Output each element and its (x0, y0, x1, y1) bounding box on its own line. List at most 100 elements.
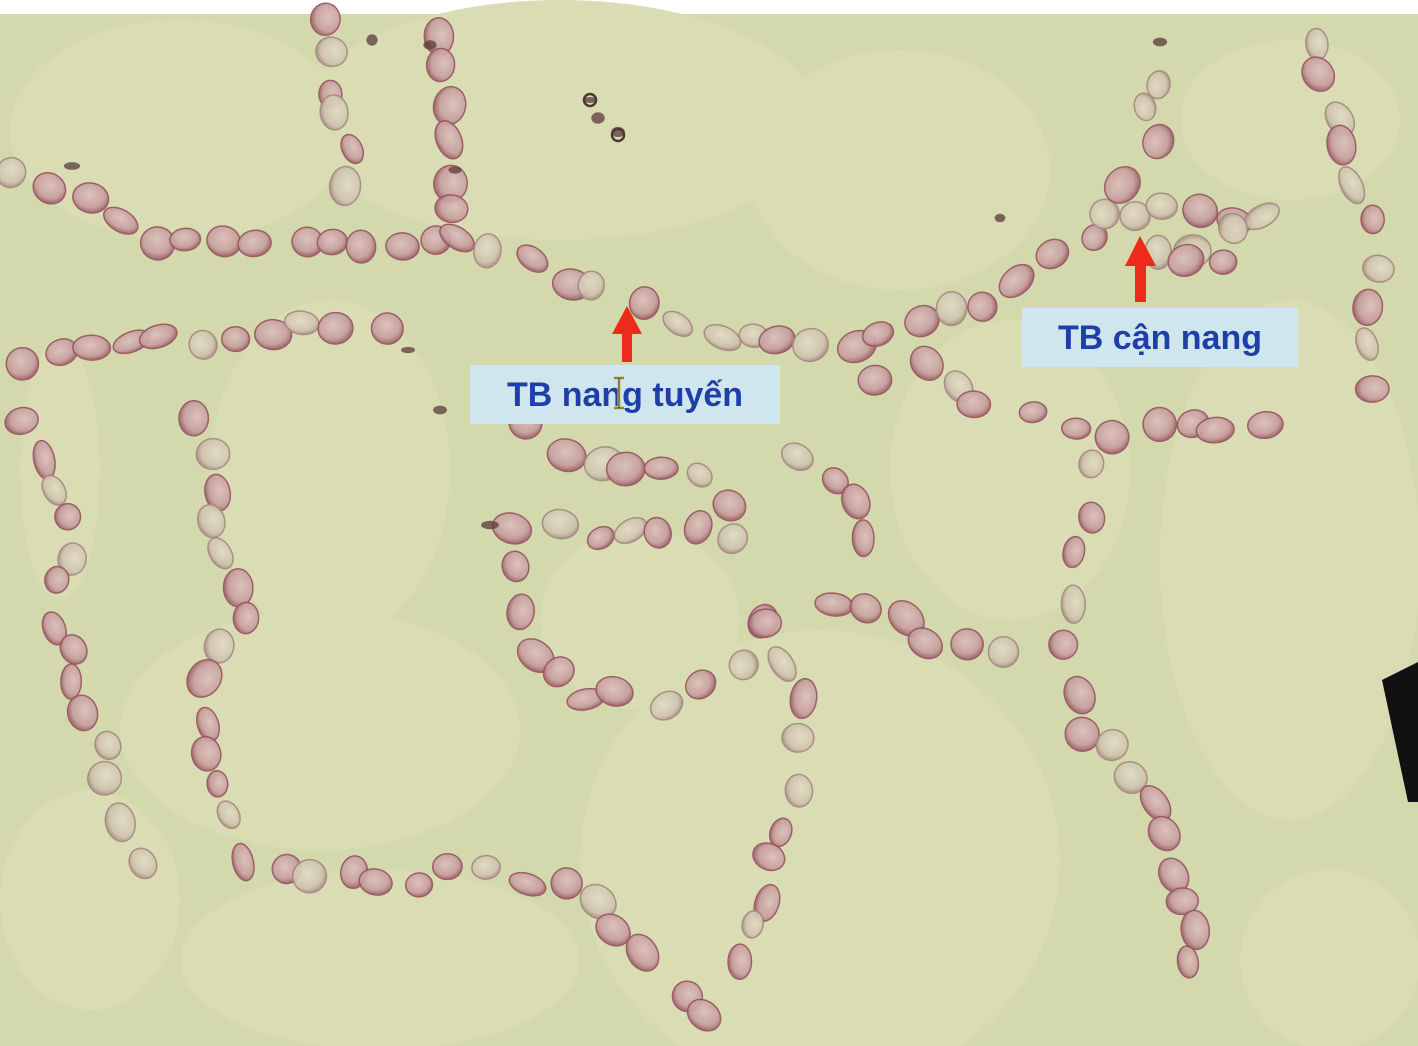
follicle-lumen (20, 340, 100, 600)
cell-nucleus (237, 229, 272, 258)
cell-nucleus (72, 182, 110, 214)
cell-nucleus (781, 722, 815, 753)
cell-nucleus (741, 910, 765, 939)
cell-nucleus (683, 510, 713, 545)
cell-nucleus (792, 327, 829, 363)
debris-speck (1152, 37, 1168, 47)
cell-nucleus (840, 483, 871, 520)
cell-nucleus (434, 120, 464, 160)
cell-nucleus (1355, 327, 1379, 361)
cell-nucleus (752, 842, 786, 872)
cell-nucleus (345, 229, 377, 264)
cell-nucleus (1326, 124, 1357, 166)
cell-nucleus (72, 334, 112, 361)
cell-nucleus (686, 462, 713, 488)
cell-nucleus (222, 568, 254, 608)
cell-nucleus (59, 633, 88, 665)
cell-nucleus (41, 474, 68, 506)
follicle-lumen (540, 530, 740, 710)
cell-nucleus (1078, 449, 1105, 479)
debris-speck (448, 166, 462, 174)
follicle-lumen (210, 300, 450, 640)
cell-nucleus (57, 542, 87, 576)
cell-nucleus (909, 345, 944, 381)
cell-nucleus (649, 690, 684, 721)
cell-nucleus (87, 760, 123, 796)
cell-nucleus (169, 227, 202, 252)
cell-nucleus (188, 329, 218, 360)
cell-nucleus (196, 503, 226, 539)
cell-nucleus (501, 550, 530, 583)
cell-nucleus (328, 165, 362, 207)
cell-nucleus (1063, 675, 1096, 715)
cell-nucleus (956, 390, 992, 419)
follicle-lumen (580, 630, 1060, 1046)
cell-nucleus (434, 194, 469, 224)
debris-speck (591, 112, 605, 124)
cell-nucleus (1352, 288, 1384, 326)
cell-nucleus (60, 663, 83, 700)
cell-nucleus (439, 223, 475, 253)
up-arrow-icon (612, 306, 642, 362)
cell-nucleus (1195, 416, 1235, 444)
cell-nucleus (950, 628, 984, 661)
cell-nucleus (206, 769, 229, 798)
cell-nucleus (516, 244, 549, 273)
cell-nucleus (703, 323, 742, 352)
debris-speck (433, 405, 447, 415)
cell-nucleus (138, 323, 178, 350)
cell-nucleus (1142, 406, 1178, 443)
cell-nucleus (747, 608, 783, 639)
debris-speck (423, 40, 437, 50)
cell-nucleus (319, 94, 349, 131)
cell-nucleus (857, 364, 893, 396)
cell-nucleus (317, 311, 354, 345)
cell-nucleus (1165, 887, 1200, 916)
cell-nucleus (207, 537, 234, 570)
cell-nucleus (1060, 584, 1086, 624)
debris-speck (63, 162, 81, 170)
cell-nucleus (727, 943, 753, 981)
cell-nucleus (1133, 92, 1157, 122)
cell-nucleus (1078, 501, 1106, 534)
cell-nucleus (232, 601, 260, 635)
cell-nucleus (717, 523, 749, 555)
cell-nucleus (0, 156, 27, 189)
cell-nucleus (425, 47, 456, 83)
cell-nucleus (291, 858, 328, 894)
cell-nucleus (94, 730, 122, 761)
cell-nucleus (586, 525, 615, 551)
cell-nucleus (1147, 815, 1181, 852)
cell-nucleus (613, 516, 648, 545)
debris-speck (401, 346, 415, 354)
cell-nucleus (128, 847, 158, 880)
cell-nucleus (1208, 249, 1238, 275)
cell-nucleus (1061, 417, 1092, 440)
cell-nucleus (1145, 192, 1179, 220)
cell-nucleus (784, 773, 814, 808)
cell-nucleus (542, 656, 575, 688)
cell-nucleus (1167, 243, 1205, 277)
cell-nucleus (370, 312, 404, 345)
debris-speck (994, 213, 1006, 223)
cell-nucleus (767, 646, 797, 682)
cell-nucleus (190, 735, 222, 772)
cell-nucleus (728, 649, 759, 681)
cell-nucleus (139, 226, 176, 261)
stain-debris (63, 34, 1168, 530)
cell-nucleus (1362, 254, 1395, 283)
cell-nucleus (851, 519, 875, 558)
cell-nucleus (1062, 535, 1086, 569)
follicular-cell-label: TB nang tuyến (470, 365, 780, 424)
cell-nucleus (315, 36, 348, 68)
cell-nucleus (431, 853, 463, 881)
cell-nucleus (404, 872, 434, 898)
cell-nucleus (1337, 166, 1366, 205)
cell-nucleus (54, 502, 82, 531)
cell-nucleus (309, 2, 341, 36)
dark-edge-shadow (1382, 662, 1418, 802)
cell-nucleus (662, 310, 694, 338)
cell-nucleus (1094, 419, 1130, 455)
